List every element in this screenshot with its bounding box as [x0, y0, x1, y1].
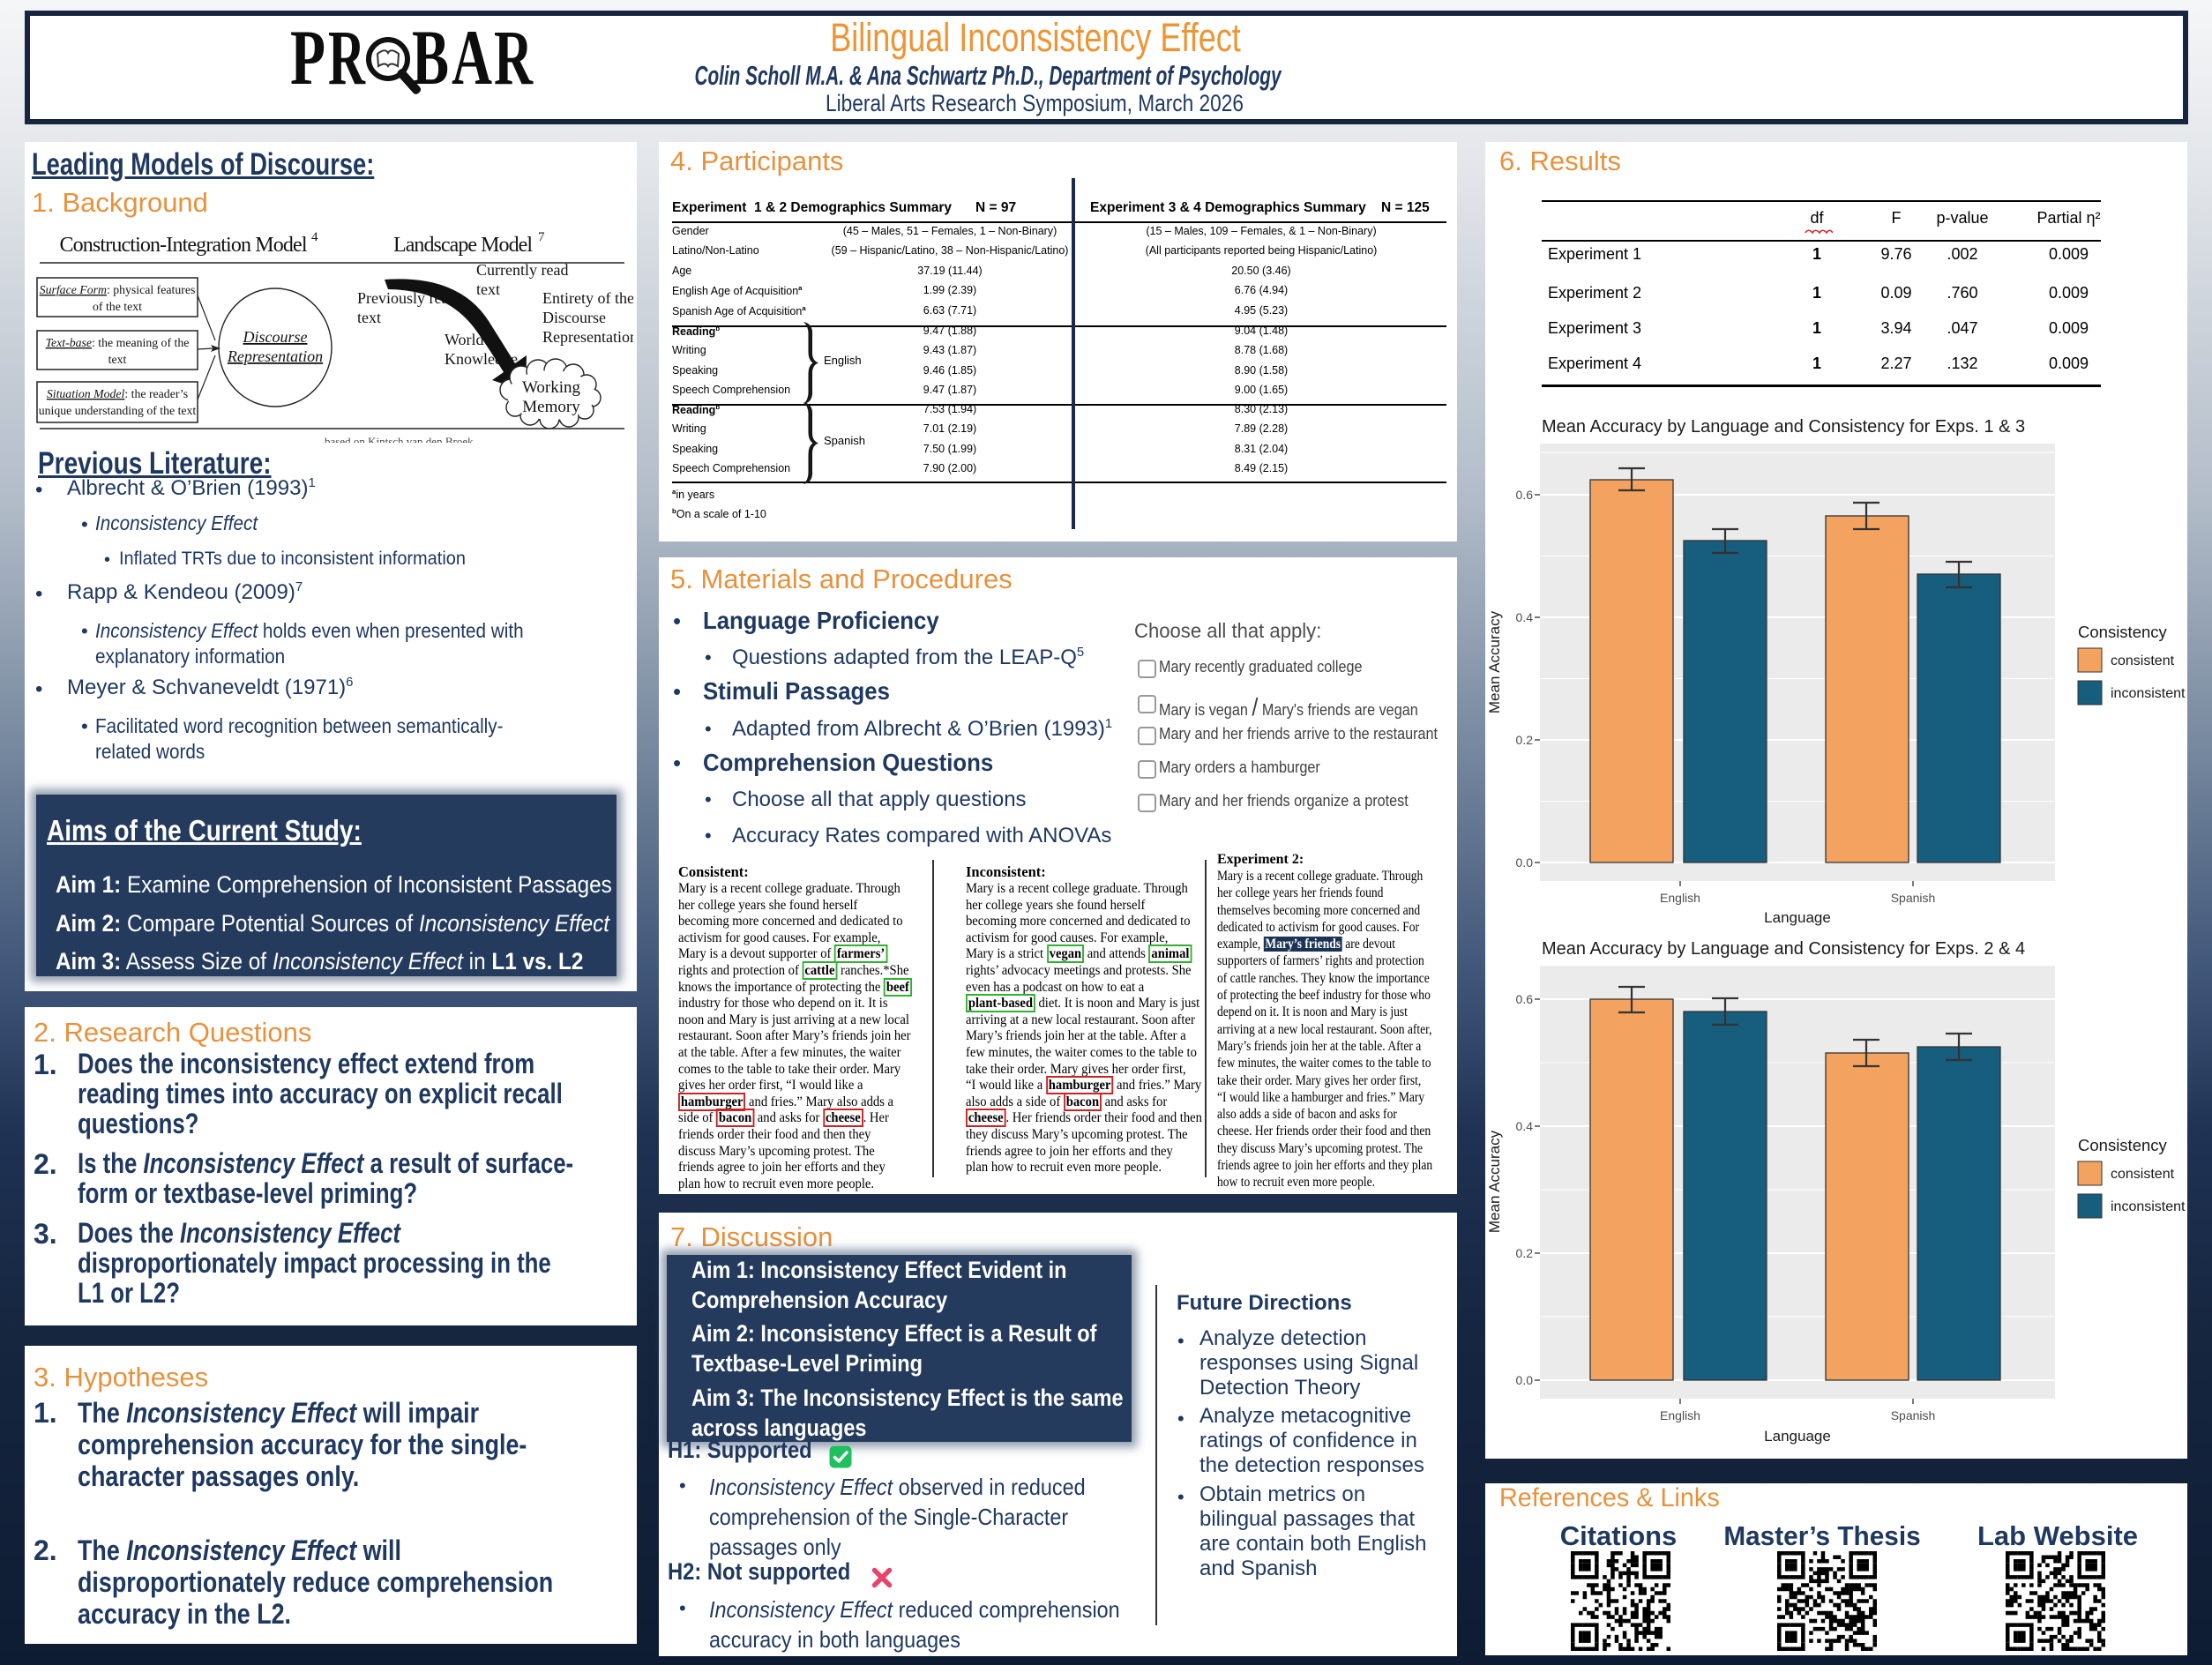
svg-text:A: A — [452, 25, 492, 101]
svg-text:0.2: 0.2 — [1516, 1246, 1534, 1260]
svg-text:Currently read: Currently read — [476, 261, 568, 279]
svg-text:Entirety of the: Entirety of the — [542, 289, 633, 307]
svg-text:Language: Language — [1764, 1428, 1831, 1445]
svg-text:4: 4 — [311, 230, 318, 244]
svg-text:0.6: 0.6 — [1516, 488, 1534, 502]
svg-text:0.2: 0.2 — [1516, 733, 1534, 747]
svg-text:English: English — [1660, 1408, 1700, 1422]
svg-text:Discourse: Discourse — [243, 328, 308, 346]
svg-text:Representation: Representation — [227, 347, 323, 365]
svg-text:unique understanding of the te: unique understanding of the text — [39, 404, 197, 417]
svg-text:0.4: 0.4 — [1516, 1119, 1534, 1133]
svg-text:text: text — [357, 309, 381, 326]
svg-text:of the text: of the text — [93, 300, 142, 313]
svg-text:Mean Accuracy by Language and: Mean Accuracy by Language and Consistenc… — [1542, 939, 2025, 959]
svg-text:P: P — [290, 25, 325, 101]
svg-text:inconsistent: inconsistent — [2111, 1199, 2186, 1214]
svg-text:text: text — [108, 353, 127, 366]
svg-text:Working: Working — [522, 378, 581, 397]
svg-text:Discourse: Discourse — [542, 309, 606, 326]
svg-text:Representation: Representation — [542, 328, 633, 346]
svg-text:Consistency: Consistency — [2078, 1136, 2168, 1154]
svg-text:Surface Form: physical feature: Surface Form: physical features — [40, 283, 196, 296]
svg-text:English: English — [1660, 891, 1700, 905]
svg-text:Mean Accuracy: Mean Accuracy — [1486, 1130, 1503, 1233]
svg-text:0.6: 0.6 — [1516, 992, 1534, 1006]
svg-text:Spanish: Spanish — [1891, 1408, 1936, 1422]
svg-text:inconsistent: inconsistent — [2111, 686, 2186, 701]
svg-text:Consistency: Consistency — [2078, 623, 2168, 641]
svg-text:consistent: consistent — [2111, 653, 2175, 668]
svg-text:Text-base: the meaning of the: Text-base: the meaning of the — [46, 336, 190, 349]
svg-text:Situation Model: the reader’s: Situation Model: the reader’s — [47, 387, 188, 400]
svg-text:0.0: 0.0 — [1516, 855, 1534, 870]
svg-text:R: R — [328, 25, 366, 101]
svg-text:7: 7 — [538, 230, 545, 244]
svg-text:Construction-Integration Model: Construction-Integration Model — [60, 234, 308, 257]
svg-text:Language: Language — [1764, 909, 1831, 926]
svg-text:0.4: 0.4 — [1516, 610, 1534, 624]
svg-text:Mean Accuracy: Mean Accuracy — [1486, 610, 1503, 713]
svg-text:consistent: consistent — [2111, 1167, 2175, 1182]
svg-text:Spanish: Spanish — [1891, 891, 1936, 905]
svg-text:Mean Accuracy by Language and: Mean Accuracy by Language and Consistenc… — [1542, 417, 2025, 437]
svg-text:text: text — [476, 280, 500, 298]
svg-text:0.0: 0.0 — [1516, 1373, 1534, 1387]
svg-text:R: R — [494, 25, 534, 101]
svg-text:Memory: Memory — [522, 398, 580, 416]
svg-text:World: World — [445, 331, 484, 348]
svg-text:Landscape Model: Landscape Model — [393, 234, 533, 257]
